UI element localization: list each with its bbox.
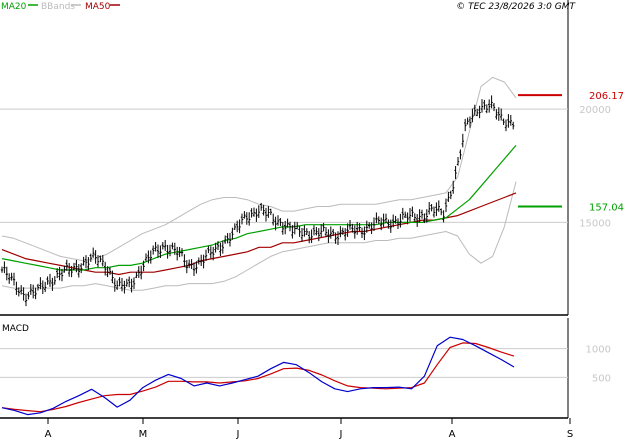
macd-signal-line [1,342,515,413]
price-y-tick-label: 20000 [579,105,611,116]
macd-line [1,336,515,416]
price-level-label: 157.04 [589,202,624,213]
bbands-layer [1,76,517,291]
bbands-upper-line [1,76,517,262]
moving-averages-layer [1,145,517,276]
legend-bbands-label: BBands [41,2,75,12]
legend-ma50-label: MA50 [85,2,111,12]
x-tick-label: A [449,429,456,440]
legend-ma20-label: MA20 [1,2,27,12]
panel-frames [0,0,569,419]
x-tick-label: J [339,429,343,440]
ma20-line [1,145,517,271]
macd-y-tick-label: 500 [592,373,611,384]
price-level-label: 206.17 [589,91,624,102]
x-tick-label: M [139,429,148,440]
price-y-tick-label: 15000 [579,218,611,229]
ma50-line [1,192,517,276]
grid-lines [0,108,568,378]
x-tick-label: A [45,429,52,440]
legend: MA20 BBands MA50 [1,2,120,12]
macd-title: MACD [2,324,29,334]
x-tick-label: J [236,429,240,440]
macd-layer [1,336,515,416]
price-bars-layer [0,95,515,307]
y-tick-labels: 15000 20000 500 1000 [579,105,611,384]
copyright-caption: © TEC 23/8/2026 3:0 GMT [456,2,576,12]
price-levels-layer: 206.17 157.04 [518,91,624,213]
x-tick-label: S [567,429,573,440]
bbands-lower-line [1,181,517,291]
macd-y-tick-label: 1000 [586,345,611,356]
